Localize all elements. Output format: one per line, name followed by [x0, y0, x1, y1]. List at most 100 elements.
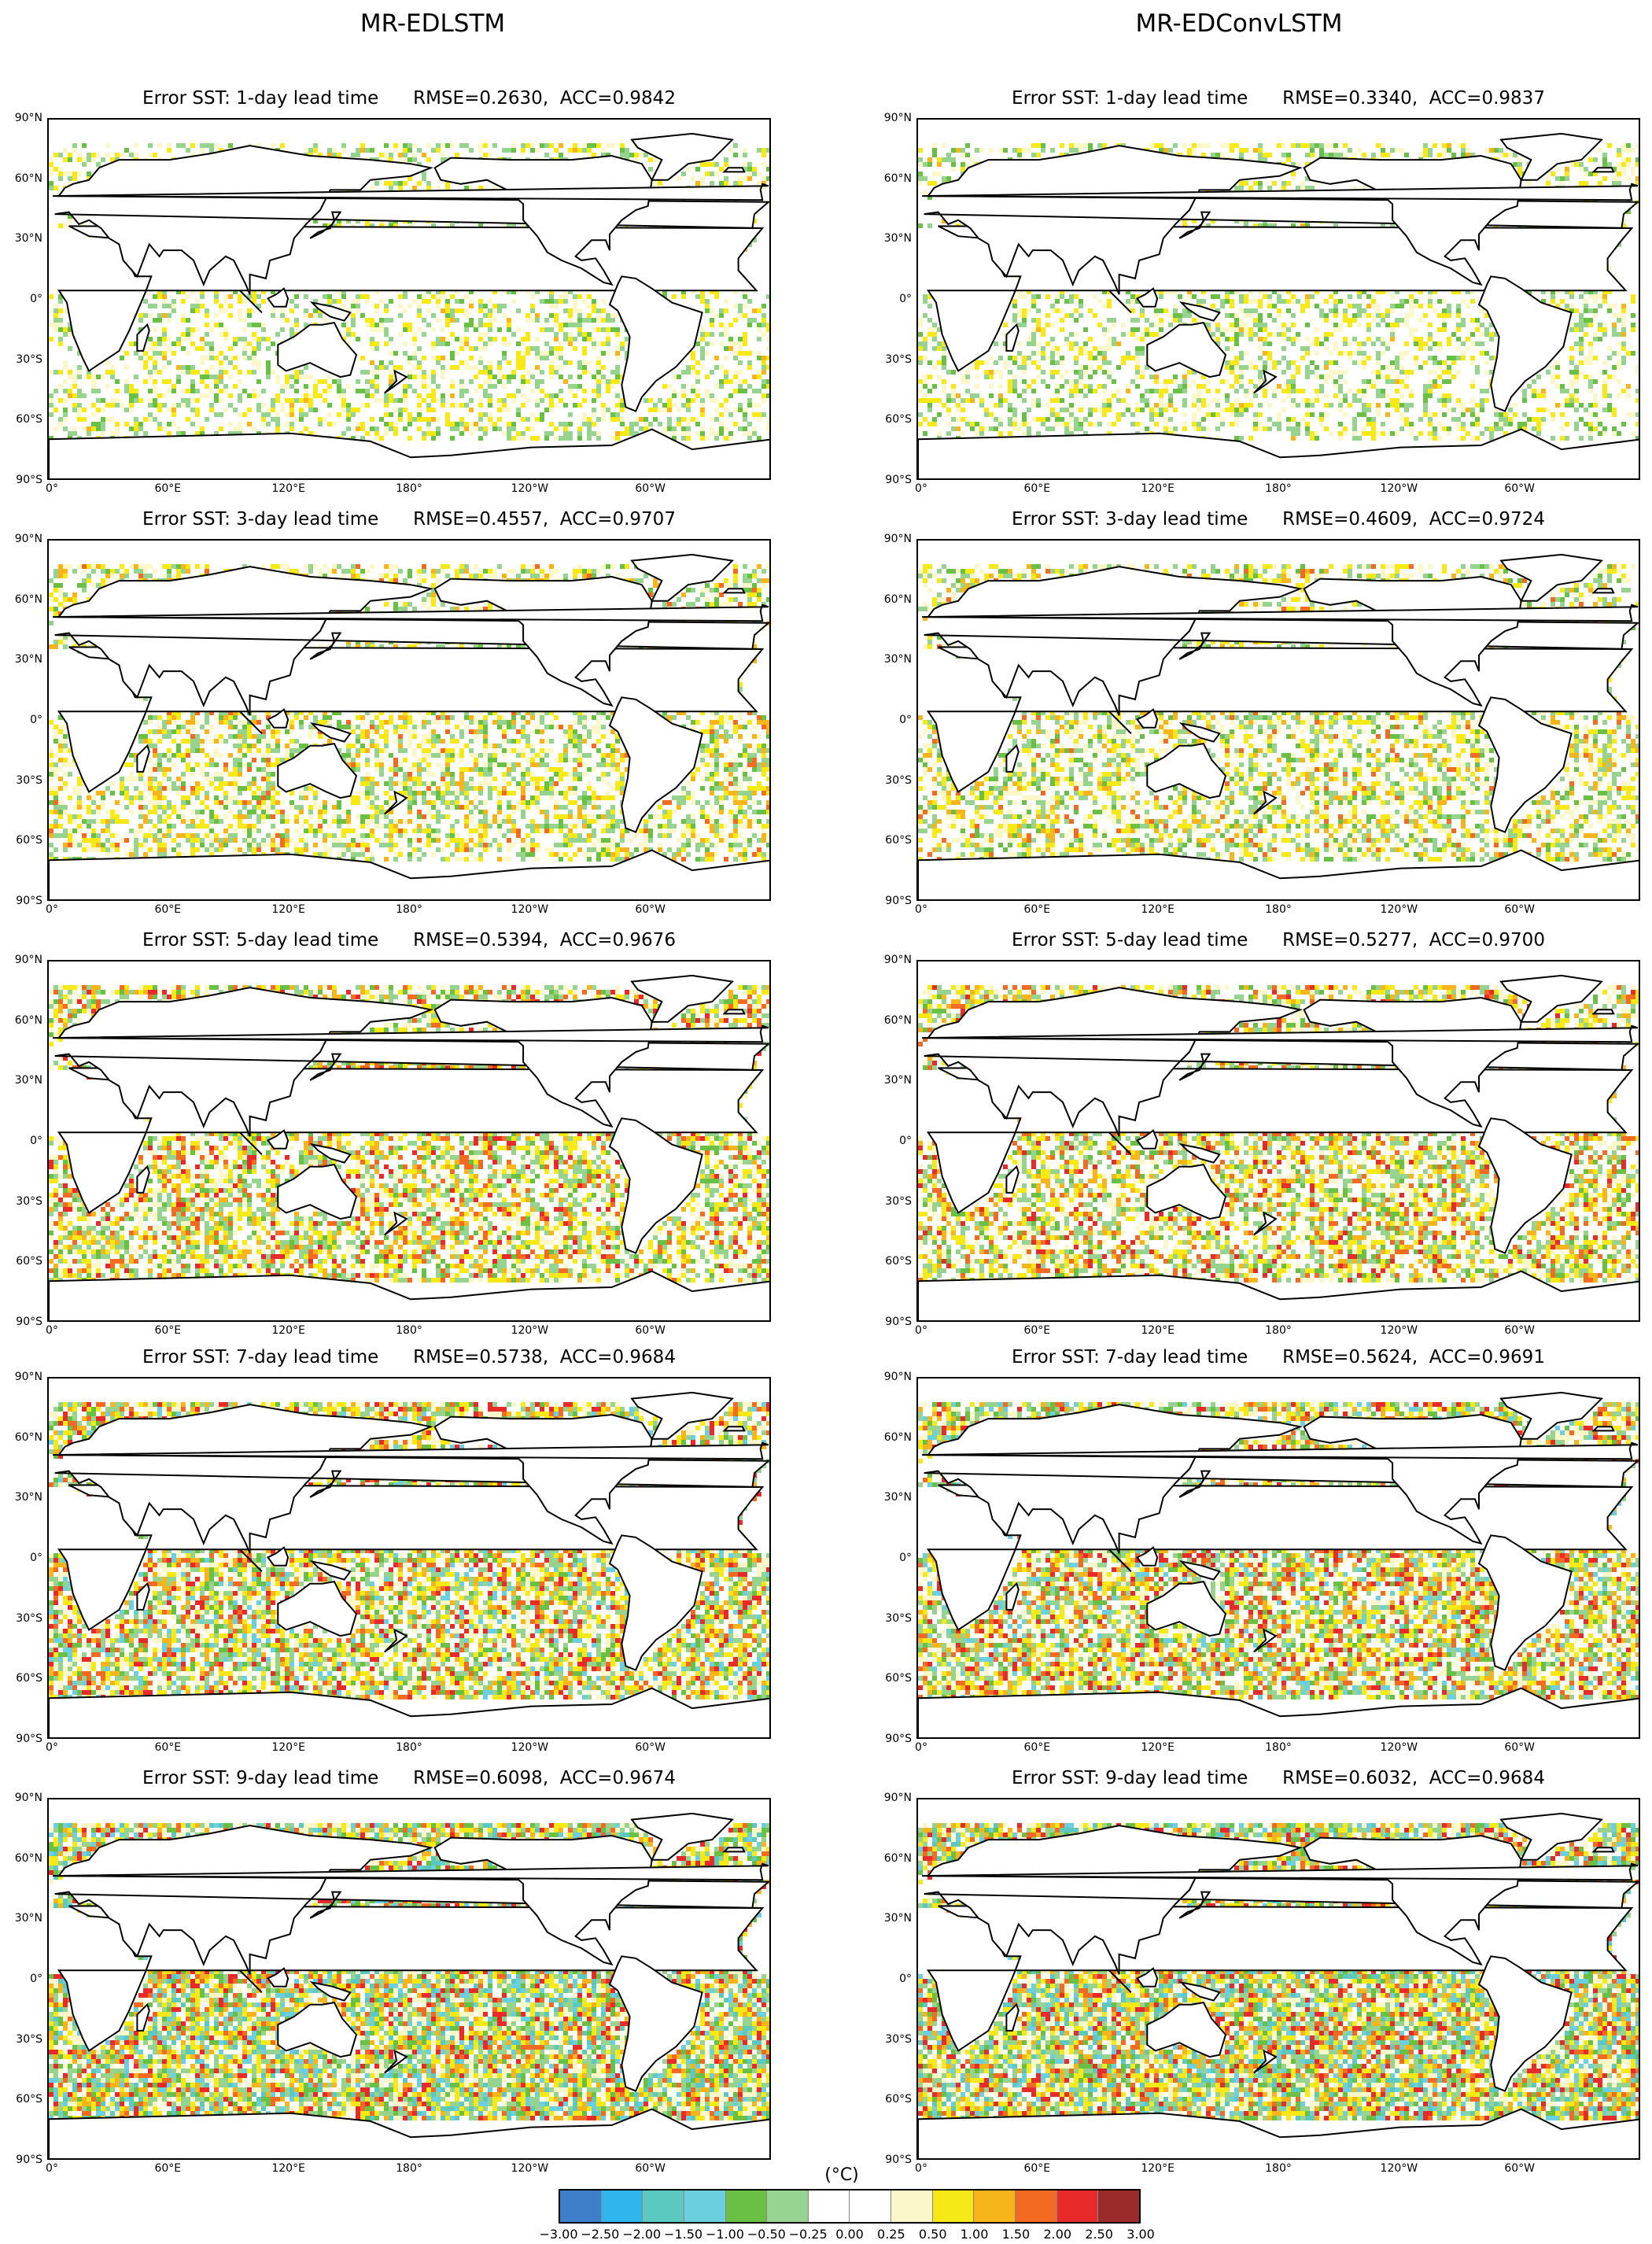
colorbar-tick-label: −0.25	[784, 2228, 832, 2241]
landmass	[1146, 321, 1227, 378]
landmass	[1477, 1955, 1573, 2092]
landmass	[309, 1980, 352, 2002]
colorbar-tick-label: −1.50	[660, 2228, 707, 2241]
landmass	[1178, 211, 1211, 239]
landmass	[1477, 1534, 1573, 1671]
lon-tick-label: 60°W	[1488, 483, 1551, 494]
lat-tick-label: 90°S	[872, 1316, 912, 1327]
landmass	[1136, 708, 1159, 729]
map-panel: Error SST: 5-day lead time RMSE=0.5394, …	[15, 881, 913, 1336]
panel-title: Error SST: 7-day lead time RMSE=0.5624, …	[916, 1344, 1640, 1371]
lon-tick-label: 120°W	[1367, 2163, 1430, 2174]
lon-tick-label: 60°W	[619, 1325, 682, 1336]
lon-tick-label: 60°E	[136, 1742, 199, 1753]
lon-tick-label: 60°E	[1005, 483, 1068, 494]
landmass	[54, 145, 769, 295]
landmass	[608, 696, 703, 833]
sst-error-field	[918, 1391, 1639, 1737]
lon-tick-label: 60°E	[136, 483, 199, 494]
landmass	[1499, 1391, 1604, 1440]
landmass	[1178, 1142, 1221, 1164]
landmass	[1477, 275, 1573, 412]
landmass	[1591, 167, 1615, 173]
landmass	[1108, 1131, 1132, 1156]
landmass	[1108, 1548, 1132, 1573]
lon-tick-label: 60°W	[619, 2163, 682, 2174]
lat-tick-label: 60°S	[3, 835, 42, 846]
lat-tick-label: 30°S	[872, 354, 912, 365]
lat-tick-label: 60°S	[872, 1256, 912, 1267]
colorbar-tick-label: −1.00	[701, 2228, 748, 2241]
landmass	[49, 2108, 769, 2158]
landmass	[136, 2002, 150, 2032]
lon-tick-label: 120°E	[1127, 1742, 1189, 1753]
lat-tick-label: 0°	[872, 714, 912, 725]
landmass	[53, 1441, 769, 1460]
map-panel: Error SST: 3-day lead time RMSE=0.4609, …	[884, 460, 1652, 915]
landmass	[1591, 1426, 1615, 1432]
landmass	[630, 553, 735, 602]
landmass	[277, 321, 358, 378]
error-map	[916, 960, 1640, 1322]
lat-tick-label: 30°N	[872, 654, 912, 665]
error-map	[916, 1798, 1640, 2160]
landmass	[277, 1163, 358, 1220]
map-panel: Error SST: 7-day lead time RMSE=0.5624, …	[884, 1298, 1652, 1753]
column-title-left: MR-EDLSTM	[39, 0, 826, 47]
panel-title: Error SST: 5-day lead time RMSE=0.5394, …	[47, 927, 771, 954]
lon-tick-label: 0°	[20, 2163, 83, 2174]
landmass	[924, 1825, 1639, 1975]
lon-tick-label: 60°W	[619, 483, 682, 494]
lat-tick-label: 60°S	[3, 1256, 42, 1267]
colorbar-swatch	[1056, 2190, 1099, 2222]
lat-tick-label: 90°S	[3, 1733, 42, 1744]
lon-tick-label: 60°E	[1005, 904, 1068, 915]
landmass	[1146, 2001, 1227, 2058]
lat-tick-label: 0°	[3, 1552, 42, 1563]
lat-tick-label: 90°S	[3, 2154, 42, 2165]
landmass	[1499, 1812, 1604, 1861]
lon-tick-label: 0°	[890, 904, 953, 915]
lat-tick-label: 0°	[872, 1973, 912, 1984]
lon-tick-label: 120°W	[498, 2163, 561, 2174]
lat-tick-label: 30°N	[3, 1075, 42, 1086]
lon-tick-label: 120°W	[1367, 1325, 1430, 1336]
lat-tick-label: 60°N	[872, 594, 912, 605]
lon-tick-label: 60°E	[136, 2163, 199, 2174]
lat-tick-label: 90°N	[872, 954, 912, 965]
landmass	[922, 603, 1639, 622]
error-map	[47, 1798, 771, 2160]
lon-tick-label: 120°W	[1367, 483, 1430, 494]
landmass	[267, 708, 289, 729]
lon-tick-label: 0°	[890, 2163, 953, 2174]
map-panel: Error SST: 1-day lead time RMSE=0.2630, …	[15, 39, 913, 494]
landmass	[1146, 742, 1227, 799]
landmass	[608, 1117, 703, 1254]
colorbar-swatch	[560, 2190, 602, 2222]
landmass	[1253, 790, 1278, 815]
landmass	[239, 1131, 263, 1156]
landmass	[136, 1582, 150, 1611]
lon-tick-label: 120°W	[498, 1742, 561, 1753]
landmass	[309, 1470, 342, 1498]
lat-tick-label: 30°N	[3, 1492, 42, 1503]
panel-title: Error SST: 5-day lead time RMSE=0.5277, …	[916, 927, 1640, 954]
column-title-right: MR-EDConvLSTM	[826, 0, 1652, 47]
lat-tick-label: 30°S	[3, 775, 42, 786]
landmass	[1108, 1969, 1132, 1994]
landmass	[309, 1891, 342, 1919]
lon-tick-label: 0°	[890, 1742, 953, 1753]
lat-tick-label: 30°N	[872, 233, 912, 244]
lat-tick-label: 30°S	[872, 2034, 912, 2045]
landmass	[309, 1559, 352, 1581]
error-map	[916, 1377, 1640, 1739]
landmass	[608, 275, 703, 412]
error-map	[47, 1377, 771, 1739]
colorbar-swatch	[767, 2190, 809, 2222]
landmass	[924, 566, 1639, 716]
landmass	[722, 1009, 746, 1015]
landmass	[54, 1825, 769, 1975]
lat-tick-label: 0°	[3, 714, 42, 725]
lat-tick-label: 30°N	[872, 1492, 912, 1503]
lat-tick-label: 90°N	[3, 1371, 42, 1382]
